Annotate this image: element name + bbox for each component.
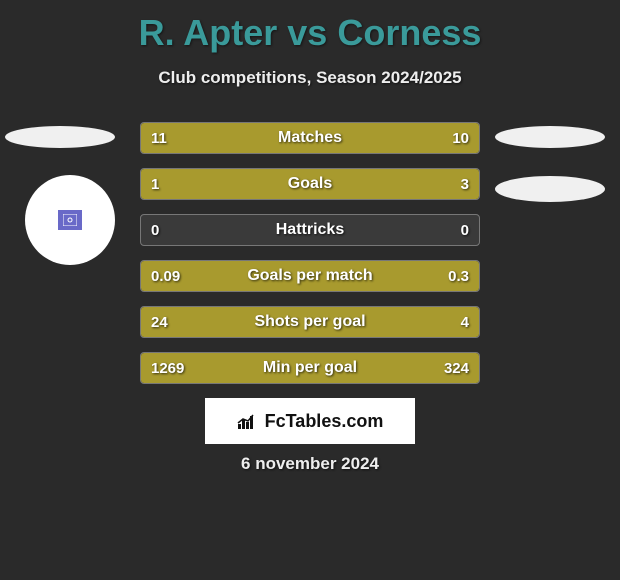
stat-row: 0.090.3Goals per match [140, 260, 480, 292]
stat-value-right: 3 [461, 169, 469, 199]
player-avatar-placeholder [25, 175, 115, 265]
avatar-icon [58, 210, 82, 230]
date-label: 6 november 2024 [0, 454, 620, 474]
stat-value-right: 0 [461, 215, 469, 245]
stat-bar-right [215, 169, 479, 199]
stat-row: 13Goals [140, 168, 480, 200]
player-left-shadow [5, 126, 115, 148]
stat-value-right: 10 [452, 123, 469, 153]
stat-value-left: 0.09 [151, 261, 180, 291]
player-right-shadow [495, 126, 605, 148]
stat-value-left: 1269 [151, 353, 184, 383]
stat-bar-right [219, 261, 479, 291]
stat-label: Hattricks [141, 215, 479, 245]
player-right-shadow-2 [495, 176, 605, 202]
subtitle: Club competitions, Season 2024/2025 [0, 68, 620, 88]
stat-value-right: 4 [461, 307, 469, 337]
stat-row: 1110Matches [140, 122, 480, 154]
stat-value-left: 24 [151, 307, 168, 337]
stats-bars: 1110Matches13Goals00Hattricks0.090.3Goal… [140, 122, 480, 398]
comparison-card: R. Apter vs Corness Club competitions, S… [0, 0, 620, 580]
stat-value-right: 0.3 [448, 261, 469, 291]
stat-value-right: 324 [444, 353, 469, 383]
stat-row: 244Shots per goal [140, 306, 480, 338]
stat-value-left: 0 [151, 215, 159, 245]
logo-text: FcTables.com [265, 411, 384, 432]
stat-value-left: 11 [151, 123, 167, 153]
stat-row: 0 0Hattricks [140, 214, 480, 246]
stat-bar-left [141, 307, 401, 337]
stat-bar-left [141, 123, 317, 153]
logo-chart-icon [237, 412, 259, 430]
fctables-logo: FcTables.com [205, 398, 415, 444]
page-title: R. Apter vs Corness [0, 0, 620, 54]
stat-value-left: 1 [151, 169, 159, 199]
stat-row: 1269324Min per goal [140, 352, 480, 384]
